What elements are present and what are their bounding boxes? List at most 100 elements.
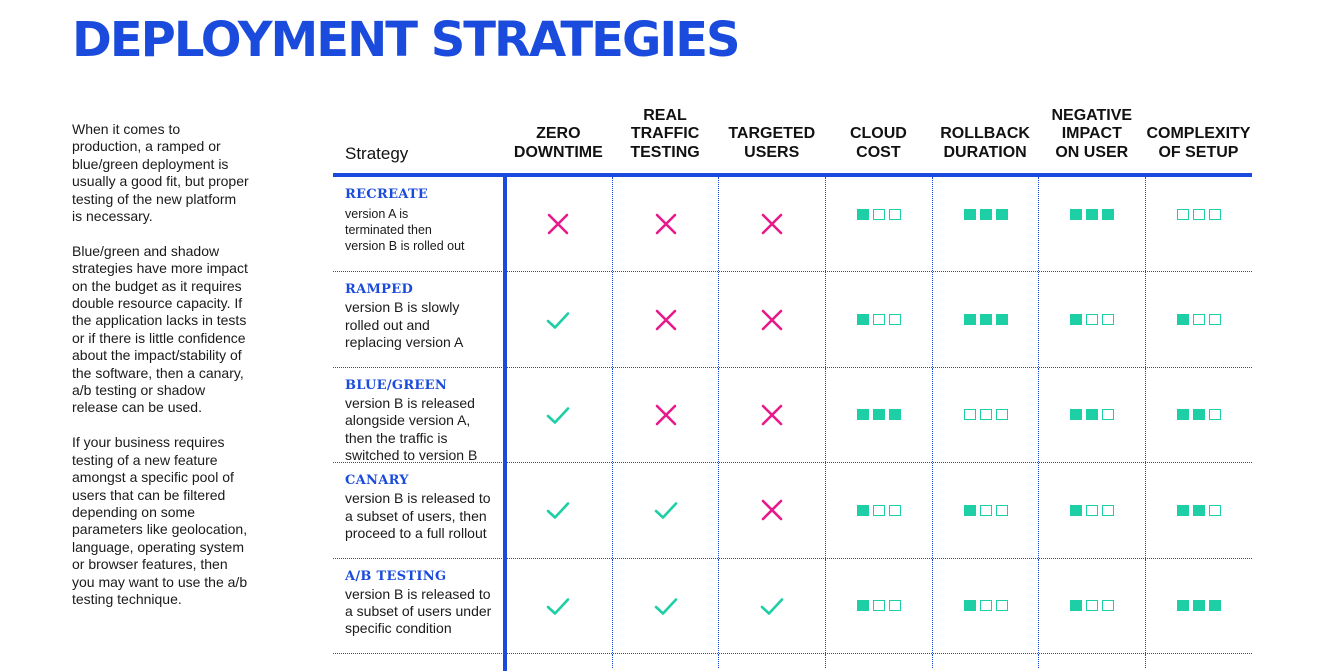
- check-cell: [611, 558, 719, 653]
- empty-square: [1176, 209, 1189, 220]
- strategy-cell: RECREATE version A is terminated then versi…: [333, 177, 505, 271]
- empty-cell: [1145, 653, 1252, 668]
- description-line: alongside version A,: [345, 412, 471, 429]
- column-header-line: NEGATIVE: [1051, 106, 1133, 124]
- filled-square: [888, 409, 901, 421]
- filled-square: [979, 314, 992, 326]
- rating-squares: [963, 409, 1008, 421]
- page-title: DEPLOYMENT STRATEGIES: [72, 12, 741, 68]
- empty-square: [995, 600, 1008, 612]
- rating-cell: [825, 558, 932, 653]
- empty-square: [1102, 409, 1115, 421]
- description-line: terminated then: [345, 222, 432, 237]
- rating-cell: [931, 463, 1039, 558]
- rating-squares: [1070, 600, 1115, 612]
- check-cell: [505, 272, 612, 366]
- description-line: then the traffic is: [345, 429, 448, 446]
- filled-square: [1176, 314, 1189, 326]
- table-header: Strategy ZERO DOWNTIME REAL TRAFFIC TESTING T…: [333, 105, 1252, 177]
- empty-cell: [931, 653, 1039, 668]
- filled-square: [856, 209, 869, 220]
- description-line: rolled out and: [345, 316, 430, 333]
- rating-cell: [825, 177, 932, 272]
- cross-icon: [761, 213, 783, 235]
- filled-square: [872, 409, 885, 421]
- rating-cell: [1038, 558, 1145, 653]
- column-header-line: DURATION: [943, 143, 1027, 161]
- check-icon: [547, 502, 570, 520]
- description-line: proceed to a full rollout: [345, 524, 487, 541]
- description-line: version B is slowly: [345, 299, 460, 316]
- description-line: version B is released to: [345, 585, 491, 602]
- rating-cell: [931, 177, 1039, 272]
- description-line: version B is released to: [345, 490, 491, 507]
- strategy-cell: RAMPED version B is slowly rolled out and r…: [333, 272, 505, 366]
- empty-square: [888, 314, 901, 326]
- empty-square: [1208, 409, 1221, 421]
- empty-square: [872, 504, 885, 516]
- rating-cell: [825, 367, 932, 463]
- check-cell: [718, 558, 825, 653]
- intro-text: When it comes to production, a ramped or…: [72, 121, 250, 626]
- column-header-line: ROLLBACK: [940, 125, 1030, 142]
- filled-square: [1070, 600, 1083, 612]
- rating-squares: [963, 600, 1008, 612]
- rating-cell: [1145, 367, 1252, 463]
- description-line: replacing version A: [345, 334, 464, 351]
- check-cell: [718, 463, 825, 558]
- column-header-line: OF SETUP: [1158, 143, 1239, 161]
- filled-square: [1192, 504, 1205, 516]
- empty-square: [888, 504, 901, 516]
- table-row: RECREATE version A is terminated then versi…: [333, 177, 1252, 273]
- cross-icon: [548, 213, 569, 235]
- strategy-name: RECREATE: [345, 187, 429, 202]
- empty-cell: [825, 653, 932, 668]
- rating-cell: [1145, 558, 1252, 653]
- filled-square: [995, 314, 1008, 326]
- empty-square: [888, 600, 901, 612]
- rating-squares: [1176, 314, 1221, 326]
- cross-icon: [655, 309, 676, 330]
- check-cell: [505, 559, 612, 653]
- description-line: switched to version B: [345, 447, 478, 463]
- empty-square: [1208, 504, 1221, 516]
- strategies-table: Strategy ZERO DOWNTIME REAL TRAFFIC TESTING T…: [333, 105, 1252, 671]
- empty-square: [963, 409, 976, 421]
- filled-square: [1176, 600, 1189, 612]
- check-cell: [718, 177, 825, 272]
- strategy-description: version B is released alongside version A…: [345, 395, 505, 465]
- strategy-description: version B is slowly rolled out and replaci…: [345, 299, 505, 351]
- filled-square: [1192, 600, 1205, 612]
- empty-square: [995, 504, 1008, 516]
- rating-cell: [1038, 367, 1145, 463]
- rating-squares: [1176, 600, 1221, 612]
- empty-square: [1102, 600, 1115, 612]
- filled-square: [1070, 504, 1083, 516]
- rating-cell: [1145, 272, 1252, 367]
- rating-cell: [1038, 177, 1145, 272]
- check-icon: [547, 407, 570, 424]
- check-cell: [611, 463, 719, 558]
- rating-cell: [1038, 272, 1145, 367]
- empty-square: [1086, 504, 1099, 516]
- column-header: COMPLEXITY OF SETUP: [1145, 105, 1252, 173]
- rating-cell: [1038, 463, 1145, 558]
- column-header-line: REAL: [643, 106, 687, 124]
- filled-square: [1086, 209, 1099, 220]
- filled-square: [1176, 504, 1189, 516]
- description-line: version B is rolled out: [345, 238, 465, 253]
- rating-squares: [1176, 409, 1221, 421]
- filled-square: [856, 314, 869, 326]
- check-cell: [505, 463, 612, 557]
- column-header: ROLLBACK DURATION: [932, 105, 1039, 173]
- rating-squares: [856, 409, 901, 421]
- rating-cell: [931, 558, 1039, 653]
- column-header-line: COST: [856, 143, 901, 161]
- strategy-cell: A/B TESTING version B is released to a sub…: [333, 559, 505, 653]
- rating-squares: [856, 504, 901, 516]
- table-row: A/B TESTING version B is released to a sub…: [333, 558, 1252, 654]
- empty-square: [979, 504, 992, 516]
- column-header: REAL TRAFFIC TESTING: [612, 105, 719, 173]
- check-cell: [718, 272, 825, 367]
- rating-squares: [1070, 314, 1115, 326]
